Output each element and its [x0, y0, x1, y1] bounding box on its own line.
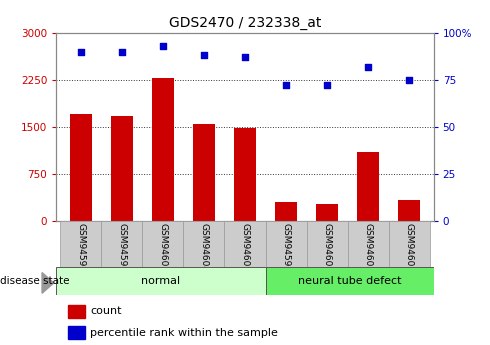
- Text: GSM94602: GSM94602: [405, 223, 414, 272]
- Bar: [70, 114, 92, 221]
- Text: GSM94604: GSM94604: [199, 223, 208, 272]
- Text: GSM94605: GSM94605: [241, 223, 249, 272]
- Text: neural tube defect: neural tube defect: [298, 276, 401, 286]
- Polygon shape: [42, 273, 54, 293]
- Bar: [60, 221, 101, 267]
- Bar: [111, 116, 133, 221]
- Point: [364, 64, 372, 69]
- Point: [241, 55, 249, 60]
- Text: GSM94599: GSM94599: [118, 223, 126, 272]
- Point: [323, 83, 331, 88]
- Bar: [275, 202, 297, 221]
- Text: GSM94601: GSM94601: [364, 223, 372, 272]
- Text: GSM94600: GSM94600: [322, 223, 332, 272]
- Bar: [152, 78, 174, 221]
- Point: [282, 83, 290, 88]
- Bar: [389, 221, 430, 267]
- Text: normal: normal: [142, 276, 180, 286]
- Title: GDS2470 / 232338_at: GDS2470 / 232338_at: [169, 16, 321, 30]
- Bar: [101, 221, 143, 267]
- Bar: [143, 221, 183, 267]
- Bar: [234, 128, 256, 221]
- Bar: [266, 221, 307, 267]
- Point: [200, 52, 208, 58]
- Bar: [307, 221, 347, 267]
- Bar: [316, 204, 338, 221]
- Text: disease state: disease state: [0, 276, 70, 286]
- Bar: [266, 267, 434, 295]
- Point: [118, 49, 126, 54]
- Bar: [68, 326, 85, 339]
- Point: [77, 49, 85, 54]
- Bar: [193, 124, 215, 221]
- Text: GSM94603: GSM94603: [158, 223, 168, 272]
- Bar: [183, 221, 224, 267]
- Text: GSM94598: GSM94598: [76, 223, 85, 272]
- Bar: [357, 152, 379, 221]
- Bar: [68, 305, 85, 318]
- Bar: [347, 221, 389, 267]
- Text: GSM94597: GSM94597: [282, 223, 291, 272]
- Text: percentile rank within the sample: percentile rank within the sample: [90, 328, 278, 338]
- Point: [405, 77, 413, 82]
- Bar: [224, 221, 266, 267]
- Text: count: count: [90, 306, 122, 316]
- Bar: [56, 267, 266, 295]
- Bar: [398, 200, 420, 221]
- Point: [159, 43, 167, 49]
